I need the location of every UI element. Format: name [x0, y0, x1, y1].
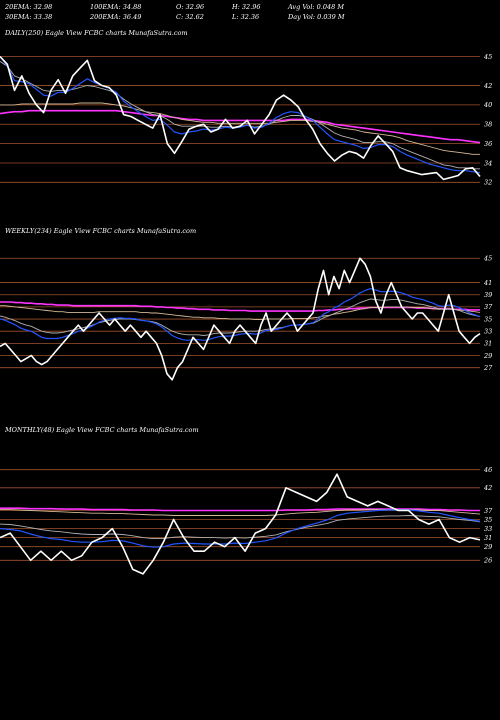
stat-close: C: 32.62 — [176, 13, 204, 21]
weekly-chart-title: WEEKLY(234) Eagle View FCBC charts Munaf… — [5, 227, 197, 235]
weekly-ytick-label: 39 — [484, 291, 492, 299]
weekly-ytick-label: 27 — [483, 364, 493, 372]
daily-ytick-label: 42 — [483, 82, 492, 90]
monthly-price-line — [0, 473, 481, 575]
daily-ema200-line — [0, 109, 481, 144]
stat-low: L: 32.36 — [232, 13, 260, 21]
monthly-chart-title: MONTHLY(48) Eagle View FCBC charts Munaf… — [5, 426, 199, 434]
monthly-ytick-label: 31 — [484, 534, 492, 542]
daily-ytick-label: 45 — [483, 53, 492, 61]
monthly-ema30-line — [0, 515, 481, 540]
monthly-ytick-label: 42 — [483, 484, 492, 492]
stat-day-vol: Day Vol: 0.039 M — [288, 13, 345, 21]
weekly-ema20-line — [0, 288, 481, 341]
stat-open: O: 32.96 — [176, 3, 205, 11]
monthly-ytick-label: 46 — [483, 466, 492, 474]
monthly-ytick-label: 37 — [484, 507, 493, 515]
monthly-ytick-label: 33 — [484, 525, 492, 533]
stat-ema200: 200EMA: 36.49 — [90, 13, 142, 21]
weekly-chart: 45 41 39 37 35 33 31 29 27 — [0, 255, 493, 381]
weekly-ytick-label: 41 — [483, 279, 492, 287]
daily-ytick-label: 40 — [483, 101, 492, 109]
daily-ytick-label: 32 — [484, 179, 492, 187]
monthly-ytick-label: 29 — [483, 543, 492, 551]
weekly-ema200-line — [0, 301, 480, 312]
monthly-ytick-label: 35 — [484, 516, 492, 524]
daily-ytick-label: 34 — [484, 159, 492, 167]
weekly-ytick-label: 33 — [484, 328, 492, 336]
monthly-ytick-label: 26 — [483, 557, 492, 565]
daily-chart-title: DAILY(250) Eagle View FCBC charts Munafa… — [5, 29, 188, 37]
weekly-ytick-label: 45 — [483, 255, 492, 263]
monthly-ema200-line — [0, 507, 480, 512]
stat-ema30: 30EMA: 33.38 — [5, 13, 53, 21]
stat-high: H: 32.96 — [232, 3, 261, 11]
daily-ytick-label: 36 — [484, 140, 492, 148]
weekly-ytick-label: 37 — [484, 303, 493, 311]
daily-ytick-label: 38 — [484, 121, 492, 129]
weekly-price-line — [0, 257, 481, 381]
daily-ema20-line — [0, 56, 481, 174]
stat-ema100: 100EMA: 34.88 — [90, 3, 142, 11]
weekly-ytick-label: 35 — [484, 315, 492, 323]
stat-avg-vol: Avg Vol: 0.048 M — [288, 3, 345, 11]
weekly-ema100-line — [0, 305, 481, 321]
weekly-ema30-line — [0, 298, 481, 336]
daily-chart: 45 42 40 38 36 34 32 — [0, 53, 492, 187]
weekly-ytick-label: 29 — [483, 352, 492, 360]
weekly-ytick-label: 31 — [484, 340, 492, 348]
daily-ema100-line — [0, 102, 480, 155]
daily-price-line — [0, 55, 481, 181]
stat-ema20: 20EMA: 32.98 — [5, 3, 53, 11]
